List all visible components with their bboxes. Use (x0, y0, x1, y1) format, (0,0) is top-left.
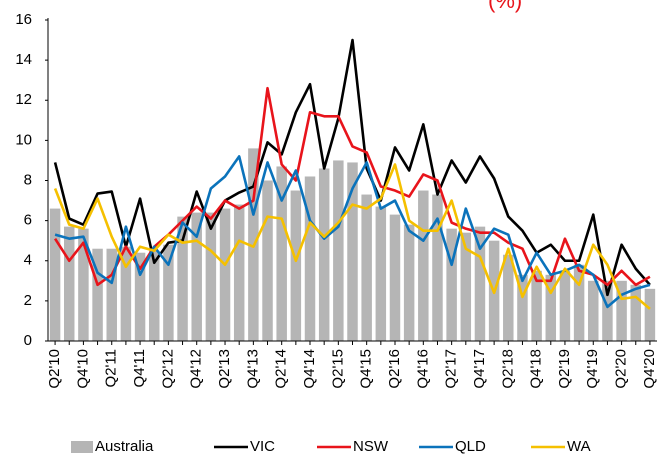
bar (219, 208, 231, 341)
bar (78, 228, 89, 341)
bar (148, 250, 160, 341)
bar (644, 288, 656, 341)
bar (389, 214, 401, 341)
legend-swatch (71, 441, 93, 453)
bar (418, 190, 429, 341)
x-tick-label: Q4'17 (471, 349, 488, 389)
legend-label: WA (567, 438, 591, 455)
bar (191, 212, 202, 341)
bar (290, 190, 302, 341)
legend-label: Australia (95, 438, 154, 455)
bar (92, 248, 103, 341)
bar (517, 274, 528, 341)
bar (432, 194, 443, 341)
bar (163, 244, 174, 341)
y-tick-label: 8 (24, 171, 32, 188)
y-tick-label: 12 (15, 91, 32, 108)
x-tick-label: Q4'20 (641, 349, 658, 389)
y-tick-label: 4 (24, 252, 32, 269)
x-tick-label: Q2'18 (499, 349, 516, 389)
x-tick-label: Q4'12 (188, 349, 205, 389)
x-tick-label: Q2'15 (329, 349, 346, 389)
bar (262, 180, 273, 341)
annotation: (%) (488, 0, 522, 13)
x-tick-label: Q4'16 (414, 349, 431, 389)
legend-label: NSW (353, 438, 389, 455)
y-tick-label: 14 (15, 51, 32, 68)
bar (205, 212, 217, 341)
bar (233, 204, 245, 341)
bar (318, 168, 330, 341)
x-tick-label: Q4'10 (74, 349, 91, 389)
bar (602, 280, 613, 341)
line-series (54, 155, 651, 309)
x-tick-label: Q2'13 (216, 349, 233, 389)
bar (588, 280, 599, 341)
x-tick-label: Q2'17 (443, 349, 460, 389)
y-tick-label: 2 (24, 292, 32, 309)
bar (559, 270, 571, 341)
legend-label: VIC (250, 438, 275, 455)
bar (106, 248, 117, 341)
bar (276, 166, 287, 341)
bar (545, 274, 557, 341)
bar (177, 216, 188, 341)
bar (503, 254, 514, 341)
y-tick-label: 0 (24, 332, 32, 349)
bar (531, 270, 542, 341)
bar (333, 160, 344, 341)
x-tick-label: Q2'20 (613, 349, 630, 389)
bar (134, 252, 146, 341)
bar (375, 206, 387, 341)
bar (361, 194, 372, 341)
x-tick-label: Q4'18 (528, 349, 545, 389)
bar (446, 228, 457, 341)
y-tick-label: 10 (15, 131, 32, 148)
x-tick-label: Q4'14 (301, 349, 318, 389)
x-tick-label: Q4'13 (244, 349, 261, 389)
x-tick-label: Q2'19 (556, 349, 573, 389)
line-series (53, 38, 651, 297)
y-tick-label: 16 (15, 11, 32, 28)
bar (403, 224, 415, 341)
x-tick-label: Q2'12 (159, 349, 176, 389)
x-tick-label: Q2'10 (46, 349, 63, 389)
bar (120, 246, 132, 341)
x-tick-label: Q4'15 (358, 349, 375, 389)
bar (64, 226, 75, 341)
bar (460, 232, 472, 341)
bar (49, 208, 61, 341)
bar (630, 284, 641, 341)
x-tick-label: Q4'19 (584, 349, 601, 389)
x-tick-label: Q2'11 (103, 349, 120, 387)
legend-label: QLD (455, 438, 486, 455)
x-tick-label: Q4'11 (131, 349, 148, 387)
x-tick-label: Q2'14 (273, 349, 290, 389)
line-series (53, 163, 651, 310)
x-tick-label: Q2'16 (386, 349, 403, 389)
bar (304, 176, 316, 341)
y-tick-label: 6 (24, 212, 32, 229)
bar (616, 280, 627, 341)
bar (573, 264, 585, 341)
bar (474, 226, 486, 341)
bar (347, 162, 358, 341)
